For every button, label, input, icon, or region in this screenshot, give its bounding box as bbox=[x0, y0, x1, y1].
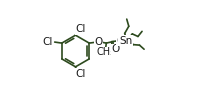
Text: O: O bbox=[111, 44, 119, 54]
Text: Cl: Cl bbox=[42, 37, 52, 47]
Text: O: O bbox=[116, 35, 124, 46]
Text: Cl: Cl bbox=[75, 69, 85, 79]
Text: CH₃: CH₃ bbox=[96, 47, 114, 58]
Text: Cl: Cl bbox=[75, 24, 85, 34]
Text: O: O bbox=[94, 37, 102, 47]
Text: Sn: Sn bbox=[118, 35, 131, 46]
